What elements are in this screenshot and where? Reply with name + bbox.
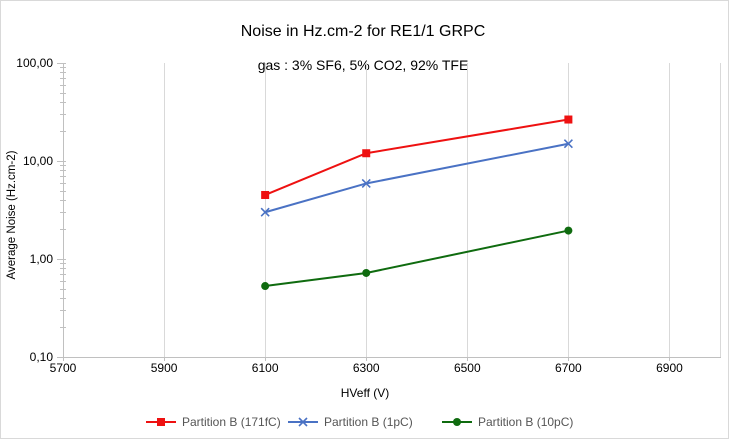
y-tick-label: 10,00 (23, 154, 53, 168)
legend-label: Partition B (171fC) (182, 415, 281, 429)
legend-item: Partition B (1pC) (288, 415, 413, 429)
legend-label: Partition B (1pC) (324, 415, 413, 429)
chart-title: Noise in Hz.cm-2 for RE1/1 GRPC (241, 23, 486, 40)
y-axis-label: Average Noise (Hz.cm-2) (6, 150, 18, 279)
legend-marker (298, 417, 308, 427)
series-line (264, 142, 569, 214)
x-tick-label: 6100 (252, 361, 279, 375)
x-axis-label: HVeff (V) (341, 386, 389, 400)
legend: Partition B (171fC) Partition B (1pC) Part… (146, 415, 573, 429)
series (261, 226, 573, 291)
x-tick-label: 6700 (555, 361, 582, 375)
series (261, 115, 573, 199)
x-tick-label: 6900 (656, 361, 683, 375)
data-point (362, 268, 371, 277)
series-line (265, 229, 569, 288)
series (260, 139, 573, 217)
y-tick-label: 100,00 (16, 56, 53, 70)
data-point (362, 149, 371, 158)
legend-item: Partition B (171fC) (146, 415, 281, 429)
x-tick-label: 5700 (50, 361, 77, 375)
data-point (563, 139, 573, 149)
x-tick-label: 5900 (151, 361, 178, 375)
y-tick-label: 0,10 (30, 350, 54, 364)
legend-item: Partition B (10pC) (442, 415, 573, 429)
legend-label: Partition B (10pC) (478, 415, 573, 429)
data-point (564, 115, 573, 124)
data-point (261, 282, 270, 291)
chart-subtitle: gas : 3% SF6, 5% CO2, 92% TFE (258, 57, 469, 73)
x-tick-label: 6300 (353, 361, 380, 375)
y-tick-label: 1,00 (30, 252, 54, 266)
data-point (261, 190, 270, 199)
legend-marker (157, 418, 165, 426)
series-layer (260, 115, 573, 291)
axes: 0,10 1,00 10,00 100,00 5700 5900 6100 6300 6500 6… (16, 56, 721, 375)
data-point (260, 207, 270, 217)
legend-marker (453, 418, 461, 426)
grid-lines (164, 63, 721, 357)
series-line (264, 118, 569, 196)
x-tick-label: 6500 (454, 361, 481, 375)
data-point (361, 178, 371, 189)
data-point (564, 226, 573, 235)
